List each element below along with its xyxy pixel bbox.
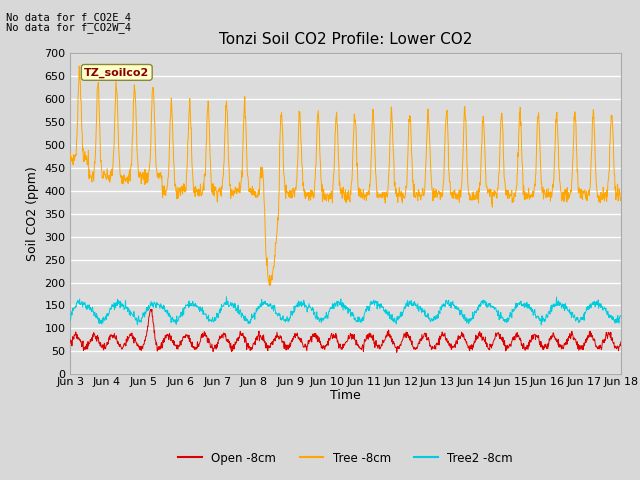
- Title: Tonzi Soil CO2 Profile: Lower CO2: Tonzi Soil CO2 Profile: Lower CO2: [219, 33, 472, 48]
- X-axis label: Time: Time: [330, 389, 361, 402]
- Y-axis label: Soil CO2 (ppm): Soil CO2 (ppm): [26, 166, 39, 261]
- Text: TZ_soilco2: TZ_soilco2: [84, 67, 149, 78]
- Text: No data for f_CO2W_4: No data for f_CO2W_4: [6, 22, 131, 33]
- Text: No data for f_CO2E_4: No data for f_CO2E_4: [6, 12, 131, 23]
- Legend: Open -8cm, Tree -8cm, Tree2 -8cm: Open -8cm, Tree -8cm, Tree2 -8cm: [173, 447, 518, 469]
